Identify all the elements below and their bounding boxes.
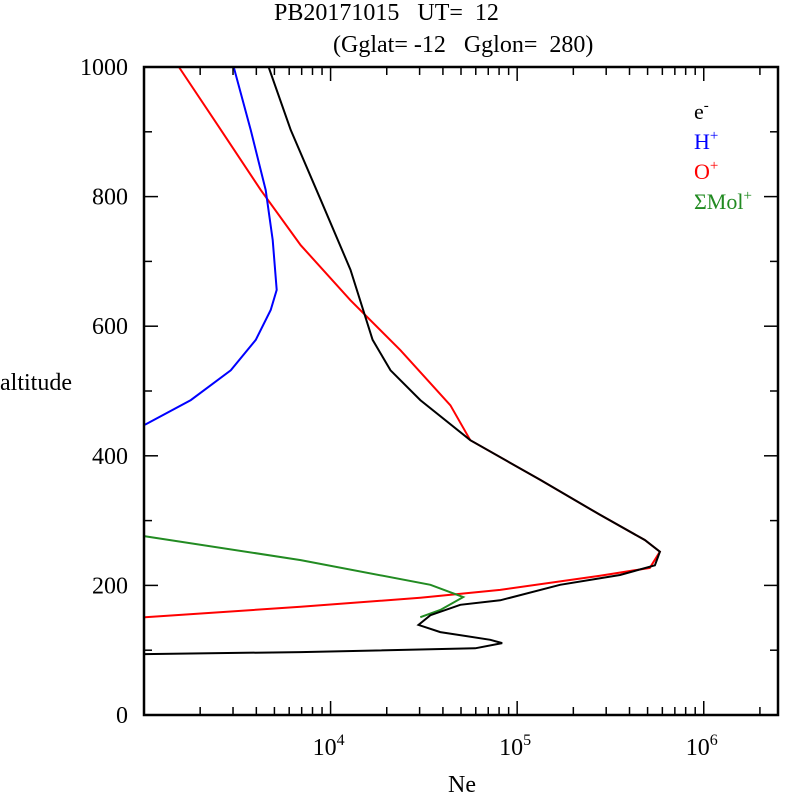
plot-frame bbox=[142, 65, 780, 717]
y-tick-label: 200 bbox=[92, 573, 128, 599]
legend-entry: e- bbox=[694, 98, 709, 124]
chart-title: PB20171015 UT= 12 bbox=[274, 0, 499, 26]
x-tick-label: 105 bbox=[499, 732, 531, 761]
x-tick-label: 104 bbox=[313, 732, 345, 761]
x-axis-label: Ne bbox=[448, 772, 476, 795]
chart-subtitle: (Gglat= -12 Gglon= 280) bbox=[333, 32, 593, 58]
legend-entry: H+ bbox=[694, 128, 718, 154]
series-line-hydrogen-ion bbox=[144, 66, 278, 426]
y-tick-label: 1000 bbox=[80, 55, 128, 81]
legend-entry: O+ bbox=[694, 158, 718, 184]
series-line-molecular-ions bbox=[144, 535, 466, 619]
y-tick-label: 400 bbox=[92, 444, 128, 470]
y-axis-label: altitude bbox=[0, 370, 72, 396]
series-line-electron bbox=[144, 66, 662, 656]
series-line-oxygen-ion bbox=[144, 66, 662, 619]
y-tick-label: 600 bbox=[92, 314, 128, 340]
y-tick-label: 0 bbox=[116, 703, 128, 729]
legend: e- H+ O+ ΣMol+ bbox=[694, 98, 752, 214]
legend-entry: ΣMol+ bbox=[694, 188, 752, 214]
x-tick-label: 106 bbox=[686, 732, 718, 761]
y-tick-label: 800 bbox=[92, 185, 128, 211]
